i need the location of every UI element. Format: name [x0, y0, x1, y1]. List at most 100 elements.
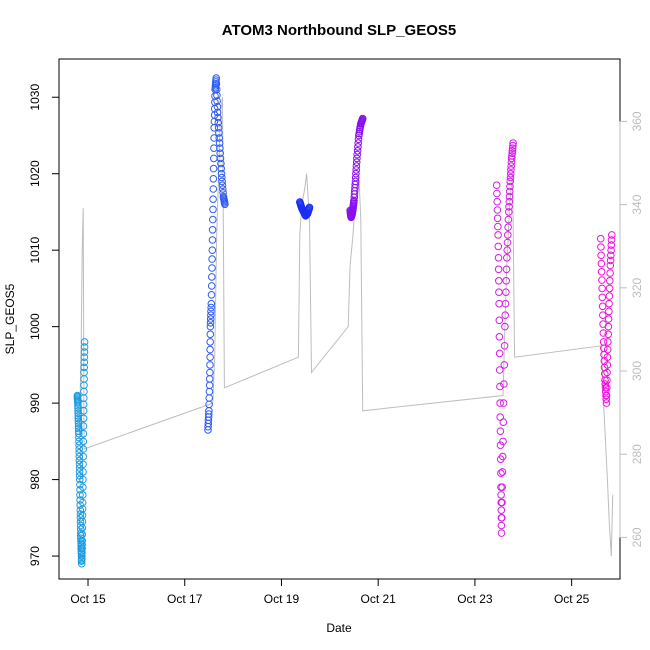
data-point: [509, 141, 517, 150]
series-5: [492, 139, 517, 537]
data-point: [606, 269, 614, 277]
data-point: [497, 491, 505, 499]
series-points: [73, 74, 616, 568]
data-point: [506, 177, 515, 186]
data-point: [353, 150, 362, 159]
data-point: [206, 338, 214, 346]
data-point: [206, 330, 215, 339]
x-tick-label: Oct 15: [70, 592, 106, 606]
data-point: [507, 154, 516, 163]
data-point: [79, 468, 87, 476]
series-6: [596, 231, 616, 407]
data-point: [209, 175, 218, 183]
data-point: [215, 129, 223, 137]
data-point: [605, 299, 613, 308]
data-point: [221, 200, 229, 209]
data-point: [505, 208, 513, 216]
data-point: [494, 265, 503, 274]
y-tick-label: 1020: [28, 160, 42, 187]
data-point: [494, 242, 503, 251]
data-point: [78, 544, 86, 553]
data-point: [607, 246, 615, 254]
y2-tick-label: 360: [630, 111, 644, 131]
data-point: [495, 349, 504, 358]
x-tick-label: Oct 19: [264, 592, 300, 606]
data-point: [205, 410, 213, 418]
data-point: [502, 277, 511, 285]
y2-tick-label: 300: [630, 361, 644, 381]
data-point: [210, 144, 218, 152]
data-point: [505, 187, 514, 196]
data-point: [75, 441, 83, 450]
data-point: [506, 169, 515, 178]
data-point: [210, 134, 218, 142]
data-point: [603, 353, 612, 362]
data-point: [352, 162, 361, 170]
data-point: [209, 185, 218, 193]
data-point: [504, 215, 513, 224]
data-point: [77, 529, 85, 537]
data-point: [79, 483, 87, 492]
data-point: [503, 246, 512, 254]
data-point: [500, 380, 508, 388]
data-point: [506, 173, 515, 182]
data-point: [78, 548, 86, 557]
data-point: [80, 358, 89, 367]
y-axis: 970 980 990 1000 1010 1020 1030: [28, 84, 60, 566]
data-point: [606, 256, 615, 265]
data-point: [500, 361, 509, 369]
x-tick-label: Oct 21: [361, 592, 397, 606]
data-point: [79, 475, 87, 484]
data-point: [498, 498, 506, 507]
data-point: [358, 114, 367, 123]
data-point: [496, 427, 505, 436]
x-axis-label: Date: [326, 621, 352, 635]
data-point: [207, 291, 216, 299]
data-point: [219, 185, 227, 193]
data-point: [599, 329, 608, 337]
y2-tick-label: 340: [630, 194, 644, 214]
data-point: [74, 399, 82, 407]
data-point: [607, 236, 616, 244]
data-point: [77, 531, 85, 540]
y-tick-label: 1000: [28, 313, 42, 340]
data-point: [79, 429, 88, 438]
data-point: [499, 418, 508, 427]
data-point: [78, 498, 87, 507]
data-point: [216, 149, 224, 158]
data-point: [80, 353, 89, 362]
chart-title: ATOM3 Northbound SLP_GEOS5: [222, 22, 456, 39]
data-point: [74, 422, 83, 430]
data-point: [207, 282, 216, 290]
data-point: [79, 414, 88, 423]
data-point: [603, 376, 611, 385]
data-point: [505, 197, 514, 206]
data-point: [602, 399, 611, 407]
data-point: [495, 366, 504, 374]
data-point: [354, 135, 363, 144]
data-point: [76, 514, 85, 522]
data-point: [213, 97, 221, 105]
data-point: [209, 205, 217, 214]
data-point: [214, 113, 222, 122]
data-point: [502, 288, 510, 297]
data-point: [508, 147, 517, 155]
data-point: [493, 189, 501, 198]
data-point: [218, 181, 227, 189]
data-point: [604, 338, 612, 346]
data-point: [508, 149, 517, 158]
data-point: [208, 264, 216, 272]
data-point: [206, 345, 214, 354]
data-point: [80, 338, 89, 346]
data-point: [206, 319, 215, 327]
data-point: [494, 253, 503, 262]
series-2: [204, 74, 229, 434]
data-point: [605, 307, 613, 316]
data-point: [504, 223, 512, 231]
y-tick-label: 1010: [28, 237, 42, 264]
data-point: [80, 348, 89, 356]
data-point: [75, 433, 83, 442]
data-point: [214, 124, 223, 132]
data-point: [497, 506, 506, 515]
data-point: [501, 322, 509, 331]
